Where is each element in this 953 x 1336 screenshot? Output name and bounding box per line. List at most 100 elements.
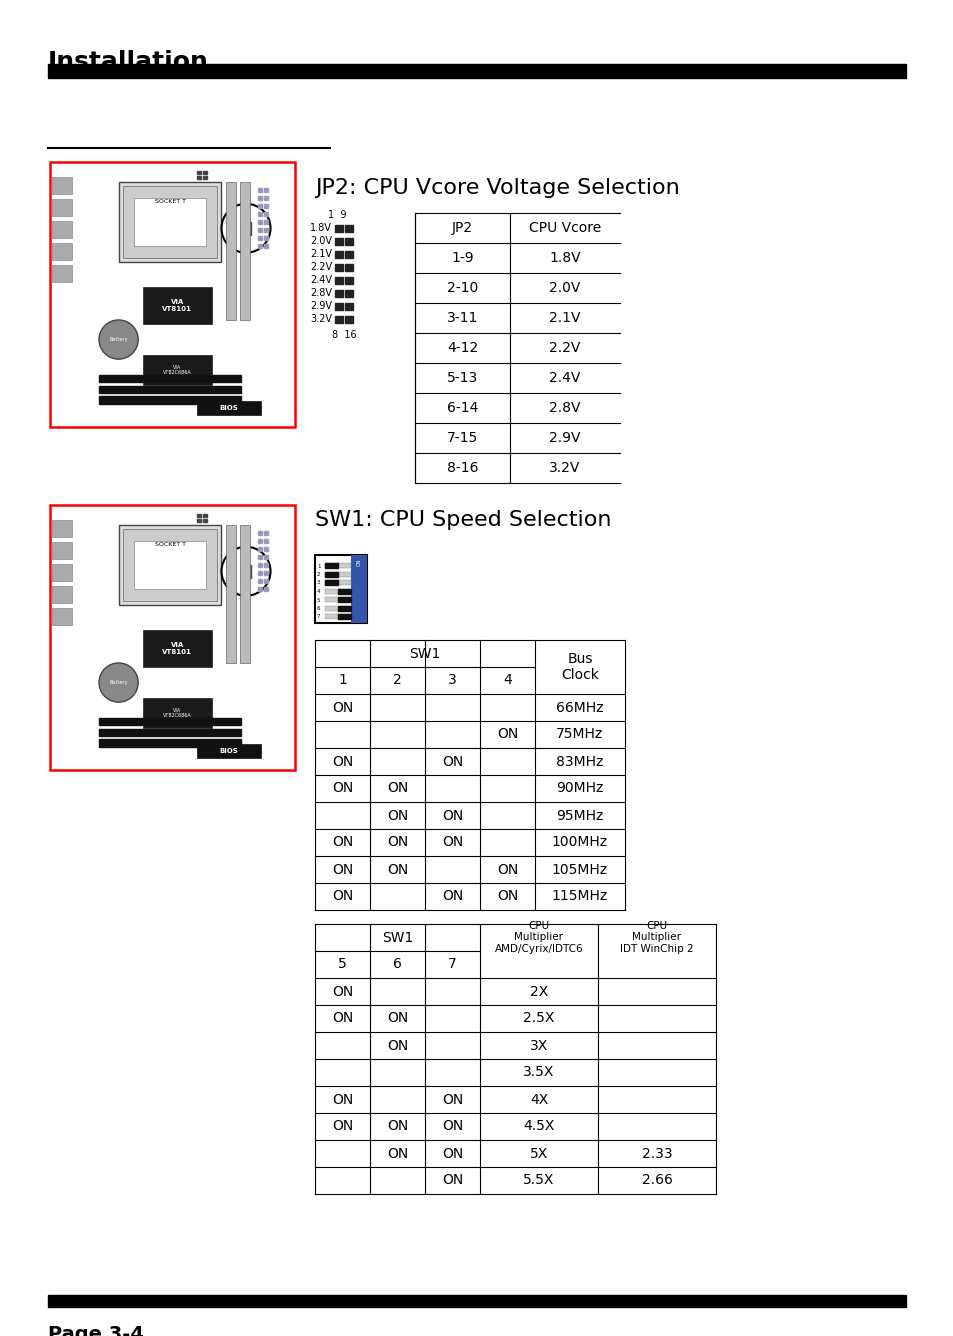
Text: 5.5X: 5.5X <box>523 1173 554 1188</box>
Circle shape <box>99 663 138 703</box>
Bar <box>335 251 343 258</box>
Circle shape <box>99 319 138 359</box>
Bar <box>325 562 351 568</box>
Text: 3: 3 <box>448 673 456 688</box>
Text: 2.2V: 2.2V <box>549 341 580 355</box>
Text: 95MHz: 95MHz <box>556 808 603 823</box>
Text: BIOS: BIOS <box>219 748 238 754</box>
Bar <box>247 572 251 574</box>
Text: 5: 5 <box>316 597 320 603</box>
Text: 2: 2 <box>393 673 401 688</box>
Bar <box>325 615 351 619</box>
Text: 2.66: 2.66 <box>640 1173 672 1188</box>
Text: 115MHz: 115MHz <box>551 890 607 903</box>
Bar <box>258 228 262 232</box>
Bar <box>264 530 268 534</box>
Bar <box>241 576 245 577</box>
Text: 2.1V: 2.1V <box>310 248 332 259</box>
Bar <box>264 587 268 591</box>
Bar <box>325 580 337 585</box>
Text: ON: ON <box>497 728 517 741</box>
Text: ON: ON <box>441 1173 462 1188</box>
Bar <box>258 546 262 550</box>
Bar <box>143 629 212 667</box>
Text: ON: ON <box>387 1120 408 1133</box>
Bar <box>337 588 351 593</box>
Text: Bus
Clock: Bus Clock <box>560 652 598 683</box>
Bar <box>241 572 245 574</box>
Text: ON: ON <box>332 700 353 715</box>
Text: CPU
Multiplier
AMD/Cyrix/IDTC6: CPU Multiplier AMD/Cyrix/IDTC6 <box>495 921 582 954</box>
Text: ON: ON <box>387 808 408 823</box>
Text: SW1: SW1 <box>409 647 440 660</box>
Bar <box>48 1295 905 1307</box>
Bar <box>52 265 71 282</box>
Text: JP2: CPU Vcore Voltage Selection: JP2: CPU Vcore Voltage Selection <box>314 178 679 198</box>
Bar <box>258 212 262 216</box>
Bar <box>52 243 71 261</box>
Bar <box>247 228 251 231</box>
Bar <box>99 739 241 747</box>
Text: 4: 4 <box>316 589 320 595</box>
Bar <box>99 397 241 403</box>
Text: SOCKET T: SOCKET T <box>154 199 185 204</box>
Bar <box>264 578 268 582</box>
Bar <box>345 265 353 271</box>
Text: ON: ON <box>497 890 517 903</box>
Bar <box>99 375 241 382</box>
Bar <box>143 355 212 385</box>
Bar <box>143 286 212 323</box>
Bar <box>258 530 262 534</box>
Bar <box>99 728 241 736</box>
Bar <box>258 196 262 200</box>
Text: 2.0V: 2.0V <box>549 281 580 295</box>
Text: VIA
VT8101: VIA VT8101 <box>162 641 193 655</box>
Bar <box>143 699 212 728</box>
Bar <box>240 525 250 663</box>
Text: SW1: SW1 <box>381 930 413 945</box>
Text: 83MHz: 83MHz <box>556 755 603 768</box>
Bar <box>345 238 353 244</box>
Bar <box>241 226 245 227</box>
Text: 3.2V: 3.2V <box>310 314 332 325</box>
Text: ON: ON <box>387 782 408 795</box>
Text: 8  16: 8 16 <box>332 330 356 339</box>
Bar <box>258 587 262 591</box>
Bar <box>196 518 201 522</box>
Bar <box>345 251 353 258</box>
Text: 100MHz: 100MHz <box>552 835 607 850</box>
Bar <box>241 228 245 231</box>
Bar <box>264 220 268 224</box>
Text: ON: ON <box>387 863 408 876</box>
Bar <box>203 513 207 517</box>
Bar <box>337 605 351 611</box>
Bar <box>325 572 337 577</box>
Text: 8-16: 8-16 <box>446 461 477 476</box>
Bar <box>258 204 262 208</box>
Bar <box>258 236 262 240</box>
Bar <box>337 597 351 603</box>
Text: 3.2V: 3.2V <box>549 461 580 476</box>
Text: 4X: 4X <box>529 1093 548 1106</box>
Bar <box>133 198 206 246</box>
Text: 2.8V: 2.8V <box>310 289 332 298</box>
Bar <box>258 570 262 574</box>
Text: ON: ON <box>332 1093 353 1106</box>
Text: 7: 7 <box>448 958 456 971</box>
Bar <box>325 605 351 611</box>
Bar <box>345 277 353 285</box>
Bar <box>258 220 262 224</box>
Bar <box>52 542 71 558</box>
Bar <box>52 587 71 603</box>
Text: 4: 4 <box>502 673 512 688</box>
Text: 2.33: 2.33 <box>641 1146 672 1161</box>
Bar <box>196 171 201 174</box>
Bar <box>264 212 268 216</box>
Text: ON: ON <box>441 890 462 903</box>
Bar <box>241 568 245 570</box>
Text: Page 3-4: Page 3-4 <box>48 1325 144 1336</box>
Bar <box>203 518 207 522</box>
Bar <box>264 204 268 208</box>
Text: ON: ON <box>332 1011 353 1026</box>
Bar <box>325 588 351 593</box>
